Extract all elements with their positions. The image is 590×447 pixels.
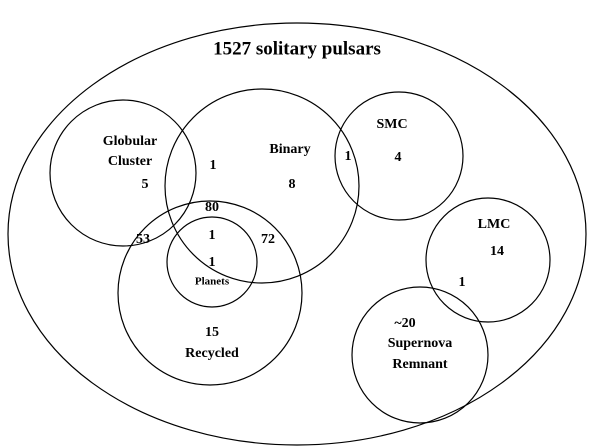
overlap-count: 53: [136, 232, 150, 247]
set-label: Remnant: [392, 357, 448, 372]
set-count: 8: [289, 177, 296, 192]
set-count: 4: [395, 150, 402, 165]
lmc-circle: [425, 197, 551, 323]
overlap-count: 1: [345, 149, 352, 164]
overlap-count: 80: [205, 200, 219, 215]
set-label: LMC: [478, 217, 511, 232]
set-count: 15: [205, 325, 219, 340]
set-label: Cluster: [108, 154, 152, 169]
overlap-count: 72: [261, 232, 275, 247]
outer-ellipse: [7, 22, 587, 446]
overlap-count: 1: [209, 228, 216, 243]
set-label: Globular: [103, 134, 157, 149]
overlap-count: 1: [459, 275, 466, 290]
set-label: SMC: [376, 117, 407, 132]
set-count: 5: [142, 177, 149, 192]
set-count: 1: [209, 255, 216, 270]
smc-circle: [334, 91, 464, 221]
set-count: ~20: [394, 316, 415, 331]
recycled-circle: [117, 200, 303, 386]
set-label: Planets: [195, 276, 230, 288]
planets-circle: [166, 216, 258, 308]
set-label: Recycled: [185, 346, 239, 361]
set-label: Supernova: [388, 336, 453, 351]
set-count: 14: [490, 244, 504, 259]
globular-circle: [49, 99, 197, 247]
overlap-count: 1: [210, 158, 217, 173]
binary-circle: [164, 88, 360, 284]
set-label: Binary: [269, 142, 310, 157]
title: 1527 solitary pulsars: [213, 38, 381, 59]
supernova-circle: [351, 286, 489, 424]
